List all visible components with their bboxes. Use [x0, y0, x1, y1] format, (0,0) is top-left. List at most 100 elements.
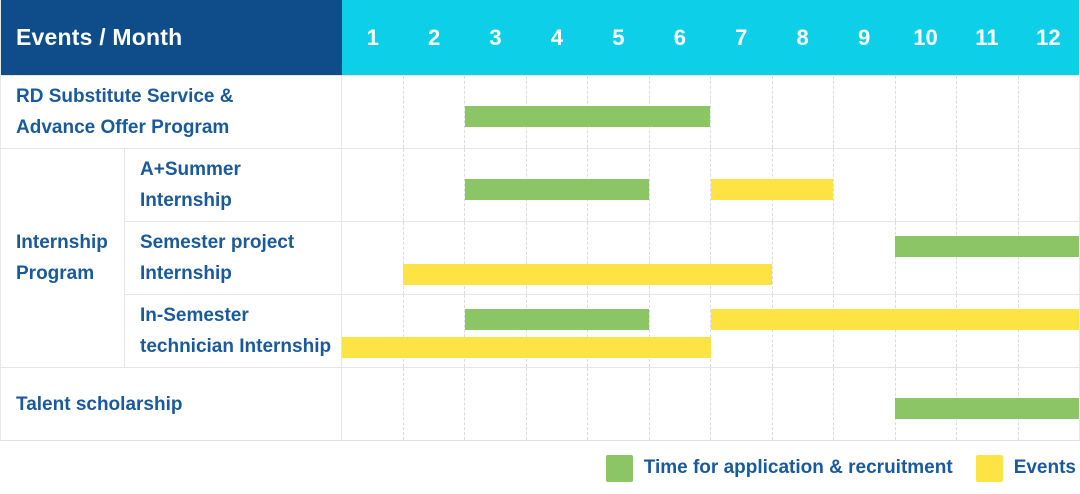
row-label-line: Internship [140, 263, 232, 284]
row-label-line: Talent scholarship [16, 393, 183, 415]
recruitment-bar-in-semester-technician-internship [464, 309, 650, 331]
month-cell [956, 295, 1018, 367]
month-cell [833, 149, 895, 221]
month-cell [648, 222, 711, 294]
month-cell [710, 295, 772, 367]
row-chart-semester-project-internship [342, 222, 1079, 294]
row-chart-a-plus-summer-internship [342, 149, 1079, 221]
recruitment-bar-semester-project-internship [894, 236, 1079, 258]
events-month-corner-label: Events / Month [1, 0, 342, 75]
events-swatch-icon [975, 454, 1003, 482]
month-cell [894, 149, 957, 221]
month-cell [525, 222, 588, 294]
month-cell [402, 368, 465, 440]
table-row-in-semester-technician-internship: In-Semester technician Internship [125, 294, 1079, 367]
legend-item-events: Events [975, 454, 1076, 482]
month-header-10: 10 [913, 24, 938, 50]
month-cell [525, 368, 588, 440]
row-group-internship-program: Internship Program A+Summer Internship Semes… [1, 148, 1079, 367]
row-label-talent-scholarship: Talent scholarship [1, 368, 342, 440]
month-cell [648, 149, 711, 221]
month-cell [1017, 76, 1080, 148]
month-cell [1017, 149, 1080, 221]
month-gridlines [342, 76, 1079, 148]
month-cell [771, 295, 834, 367]
month-cell [833, 368, 895, 440]
month-cell [525, 295, 588, 367]
row-label-a-plus-summer-internship: A+Summer Internship [125, 149, 342, 221]
month-cell [894, 295, 957, 367]
month-cell [771, 222, 834, 294]
month-gridlines [342, 295, 1079, 367]
row-label-in-semester-technician-internship: In-Semester technician Internship [125, 295, 342, 367]
month-cell [956, 76, 1018, 148]
month-cell [464, 368, 526, 440]
month-cell [402, 149, 465, 221]
month-cell [402, 76, 465, 148]
month-cell [464, 222, 526, 294]
row-label-line: technician Internship [140, 336, 332, 357]
table-body: RD Substitute Service & Advance Offer Pro… [1, 75, 1079, 441]
month-cell [342, 149, 403, 221]
month-cell [464, 76, 526, 148]
schedule-table: Events / Month 1 2 3 4 5 6 7 8 9 10 11 12 RD Substi… [0, 0, 1080, 441]
row-label-rd-substitute-service: RD Substitute Service & Advance Offer Pro… [1, 76, 342, 148]
month-cell [833, 76, 895, 148]
table-row-rd-substitute-service: RD Substitute Service & Advance Offer Pro… [1, 75, 1079, 148]
recruitment-bar-rd-substitute-service [464, 106, 711, 128]
month-header-1: 1 [366, 24, 379, 50]
month-cell [587, 295, 649, 367]
month-cell [956, 149, 1018, 221]
events-bar-a-plus-summer-internship [710, 179, 834, 201]
month-cell [402, 295, 465, 367]
month-cell [833, 222, 895, 294]
row-chart-in-semester-technician-internship [342, 295, 1079, 367]
header-row: Events / Month 1 2 3 4 5 6 7 8 9 10 11 12 [1, 0, 1079, 75]
month-cell [648, 368, 711, 440]
legend-label-events: Events [1013, 457, 1076, 478]
month-header-5: 5 [612, 24, 625, 50]
month-cell [342, 368, 403, 440]
month-header-11: 11 [975, 24, 999, 50]
month-gridlines [342, 222, 1079, 294]
row-label-line: Semester project [140, 232, 295, 253]
month-cell [956, 222, 1018, 294]
month-header-2: 2 [428, 24, 441, 50]
month-cell [710, 368, 772, 440]
events-bar-in-semester-technician-internship [710, 309, 1079, 331]
group-subrows: A+Summer Internship Semester project Intern… [125, 148, 1079, 367]
month-cell [894, 222, 957, 294]
recruitment-swatch-icon [605, 454, 633, 482]
month-cell [771, 76, 834, 148]
legend: Time for application & recruitment Events [0, 441, 1080, 494]
events-bar-in-semester-technician-internship [342, 336, 711, 358]
month-cell [648, 295, 711, 367]
month-cell [771, 368, 834, 440]
month-cell [464, 295, 526, 367]
row-label-line: RD Substitute Service & [16, 86, 234, 107]
month-header-12: 12 [1036, 24, 1061, 50]
recruitment-bar-talent-scholarship [894, 398, 1079, 420]
legend-item-application_recruitment: Time for application & recruitment [605, 454, 953, 482]
group-label-line: Program [16, 263, 95, 284]
month-header-8: 8 [796, 24, 809, 50]
month-cell [833, 295, 895, 367]
month-cell [710, 76, 772, 148]
month-cell [1017, 222, 1080, 294]
month-cell [894, 76, 957, 148]
month-cell [1017, 295, 1080, 367]
month-header-9: 9 [857, 24, 871, 50]
table-row-talent-scholarship: Talent scholarship [1, 367, 1079, 440]
month-cell [342, 222, 403, 294]
recruitment-bar-a-plus-summer-internship [464, 179, 650, 201]
group-label: Internship Program [1, 148, 125, 367]
month-cell [464, 149, 526, 221]
month-cell [587, 368, 649, 440]
month-header-7: 7 [735, 24, 748, 50]
row-chart-talent-scholarship [342, 368, 1079, 440]
month-cell [402, 222, 465, 294]
row-label-line: In-Semester [140, 305, 249, 326]
row-label-line: A+Summer [140, 159, 241, 180]
month-cell [710, 149, 772, 221]
group-label-line: Internship [16, 232, 108, 253]
